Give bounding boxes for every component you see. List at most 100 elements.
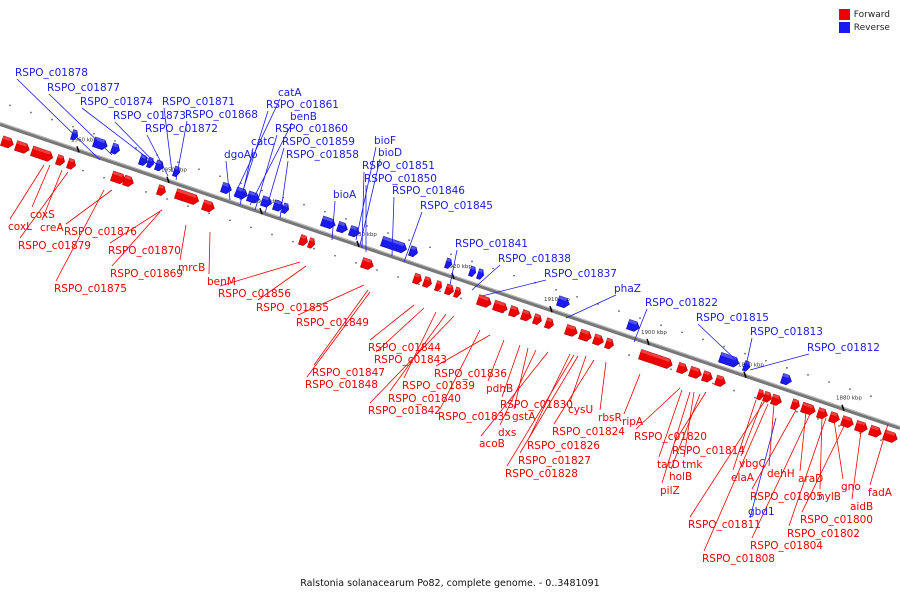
gene-label-rspo-c01813[interactable]: RSPO_c01813 (750, 326, 823, 338)
gene-label-rspo-c01870[interactable]: RSPO_c01870 (108, 245, 181, 257)
gene-label-biof[interactable]: bioF (374, 135, 396, 147)
gene-label-rspo-c01855[interactable]: RSPO_c01855 (256, 302, 329, 314)
gene-label-rspo-c01844[interactable]: RSPO_c01844 (368, 342, 441, 354)
gene-labels: RSPO_c01878 RSPO_c01877 RSPO_c01874 RSPO_c0… (8, 67, 893, 565)
scale-tick (646, 338, 650, 346)
gene-label-rspo-c01845[interactable]: RSPO_c01845 (420, 200, 493, 212)
gene-label-arad[interactable]: araD (798, 473, 823, 485)
gene-label-pdhb[interactable]: pdhB (486, 383, 513, 395)
gene-label-dgoab[interactable]: dgoAb (224, 149, 258, 161)
gene-label-rspo-c01822[interactable]: RSPO_c01822 (645, 297, 718, 309)
gene-label-mrcb[interactable]: mrcB (178, 262, 205, 274)
gene-label-bioa[interactable]: bioA (333, 189, 357, 201)
gene-label-rspo-c01843[interactable]: RSPO_c01843 (374, 354, 447, 366)
track-dot (51, 118, 53, 121)
gene-label-rspo-c01805[interactable]: RSPO_c01805 (750, 491, 823, 503)
track-dot (733, 389, 735, 392)
gene-label-rspo-c01849[interactable]: RSPO_c01849 (296, 317, 369, 329)
forward-gene (676, 361, 688, 375)
gene-label-elaa[interactable]: elaA (731, 472, 755, 484)
gene-label-coxs[interactable]: coxS (30, 209, 55, 221)
gene-label-rspo-c01840[interactable]: RSPO_c01840 (388, 393, 461, 405)
gene-label-rspo-c01861[interactable]: RSPO_c01861 (266, 99, 339, 111)
gene-label-rspo-c01812[interactable]: RSPO_c01812 (807, 342, 880, 354)
gene-label-rspo-c01871[interactable]: RSPO_c01871 (162, 96, 235, 108)
gene-label-rspo-c01877[interactable]: RSPO_c01877 (47, 82, 120, 94)
rev-leader-line (114, 121, 161, 169)
gene-label-rspo-c01804[interactable]: RSPO_c01804 (750, 540, 823, 552)
gene-label-rspo-c01800[interactable]: RSPO_c01800 (800, 514, 873, 526)
gene-label-rspo-c01835[interactable]: RSPO_c01835 (438, 411, 511, 423)
gene-label-fada[interactable]: fadA (868, 487, 893, 499)
gene-label-rspo-c01839[interactable]: RSPO_c01839 (402, 380, 475, 392)
gene-label-rspo-c01848[interactable]: RSPO_c01848 (305, 379, 378, 391)
gene-label-cata[interactable]: catA (278, 87, 302, 99)
fwd-leader-line (751, 413, 811, 539)
gene-label-rspo-c01878[interactable]: RSPO_c01878 (15, 67, 88, 79)
gene-label-rspo-c01808[interactable]: RSPO_c01808 (702, 553, 775, 565)
gene-label-rspo-c01847[interactable]: RSPO_c01847 (312, 367, 385, 379)
gene-label-benm[interactable]: benM (207, 276, 236, 288)
gene-label-rspo-c01838[interactable]: RSPO_c01838 (498, 253, 571, 265)
forward-gene (756, 388, 764, 401)
gene-label-rspo-c01836[interactable]: RSPO_c01836 (434, 368, 507, 380)
gene-label-rspo-c01868[interactable]: RSPO_c01868 (185, 109, 258, 121)
gene-label-rspo-c01858[interactable]: RSPO_c01858 (286, 149, 359, 161)
gene-label-crea[interactable]: creA (40, 222, 64, 234)
rev-leader-line (449, 249, 458, 286)
gene-label-rspo-c01841[interactable]: RSPO_c01841 (455, 238, 528, 250)
gene-label-cysu[interactable]: cysU (568, 404, 593, 416)
gene-label-benb[interactable]: benB (290, 111, 317, 123)
gene-label-dehh[interactable]: dehH (767, 468, 795, 480)
gene-label-rbsr[interactable]: rbsR (598, 412, 622, 424)
gene-label-coxl[interactable]: coxL (8, 221, 32, 233)
gene-label-holb[interactable]: holB (669, 471, 692, 483)
gene-label-gsta[interactable]: gstA (512, 411, 536, 423)
gene-label-acob[interactable]: acoB (479, 438, 505, 450)
gene-label-gno[interactable]: gno (841, 481, 861, 493)
fwd-leader-line (369, 304, 415, 341)
gene-label-rspo-c01820[interactable]: RSPO_c01820 (634, 431, 707, 443)
gene-label-biod[interactable]: bioD (378, 147, 402, 159)
gene-label-rspo-c01842[interactable]: RSPO_c01842 (368, 405, 441, 417)
gene-label-rspo-c01827[interactable]: RSPO_c01827 (518, 455, 591, 467)
gene-label-rspo-c01860[interactable]: RSPO_c01860 (275, 123, 348, 135)
gene-label-catc[interactable]: catC (251, 136, 275, 148)
gene-label-rspo-c01872[interactable]: RSPO_c01872 (145, 123, 218, 135)
gene-label-rspo-c01814[interactable]: RSPO_c01814 (672, 445, 745, 457)
track-dot (229, 219, 231, 222)
gene-label-ripa[interactable]: ripA (622, 416, 644, 428)
gene-label-rspo-c01876[interactable]: RSPO_c01876 (64, 226, 137, 238)
gene-label-tatd[interactable]: tatD (657, 459, 680, 471)
gene-label-rspo-c01811[interactable]: RSPO_c01811 (688, 519, 761, 531)
gene-label-vbgc[interactable]: vbgC (739, 458, 766, 470)
gene-label-pilz[interactable]: pilZ (660, 485, 680, 497)
gene-label-rspo-c01850[interactable]: RSPO_c01850 (364, 173, 437, 185)
gene-label-rspo-c01859[interactable]: RSPO_c01859 (282, 136, 355, 148)
gene-label-rspo-c01815[interactable]: RSPO_c01815 (696, 312, 769, 324)
gene-label-rspo-c01856[interactable]: RSPO_c01856 (218, 288, 291, 300)
gene-label-rspo-c01873[interactable]: RSPO_c01873 (113, 110, 186, 122)
fwd-leader-line (513, 347, 529, 410)
gene-label-gbd1[interactable]: gbd1 (748, 506, 775, 518)
gene-label-rspo-c01875[interactable]: RSPO_c01875 (54, 283, 127, 295)
gene-label-rspo-c01879[interactable]: RSPO_c01879 (18, 240, 91, 252)
gene-label-rspo-c01830[interactable]: RSPO_c01830 (500, 399, 573, 411)
gene-label-rspo-c01869[interactable]: RSPO_c01869 (110, 268, 183, 280)
gene-label-rspo-c01874[interactable]: RSPO_c01874 (80, 96, 153, 108)
gene-label-dxs[interactable]: dxs (498, 427, 516, 439)
gene-label-aidb[interactable]: aidB (850, 501, 873, 513)
gene-label-rspo-c01802[interactable]: RSPO_c01802 (787, 528, 860, 540)
gene-label-rspo-c01824[interactable]: RSPO_c01824 (552, 426, 625, 438)
rev-leader-line (48, 93, 113, 156)
gene-label-rspo-c01837[interactable]: RSPO_c01837 (544, 268, 617, 280)
gene-label-rspo-c01851[interactable]: RSPO_c01851 (362, 160, 435, 172)
gene-label-rspo-c01826[interactable]: RSPO_c01826 (527, 440, 600, 452)
gene-label-tmk[interactable]: tmk (682, 459, 703, 471)
gene-label-rspo-c01846[interactable]: RSPO_c01846 (392, 185, 465, 197)
gene-label-rspo-c01828[interactable]: RSPO_c01828 (505, 468, 578, 480)
gene-label-phaz[interactable]: phaZ (614, 283, 641, 295)
rev-leader-line (279, 160, 289, 219)
rev-leader-line (403, 211, 423, 263)
gene-label-nylb[interactable]: nylB (818, 491, 841, 503)
